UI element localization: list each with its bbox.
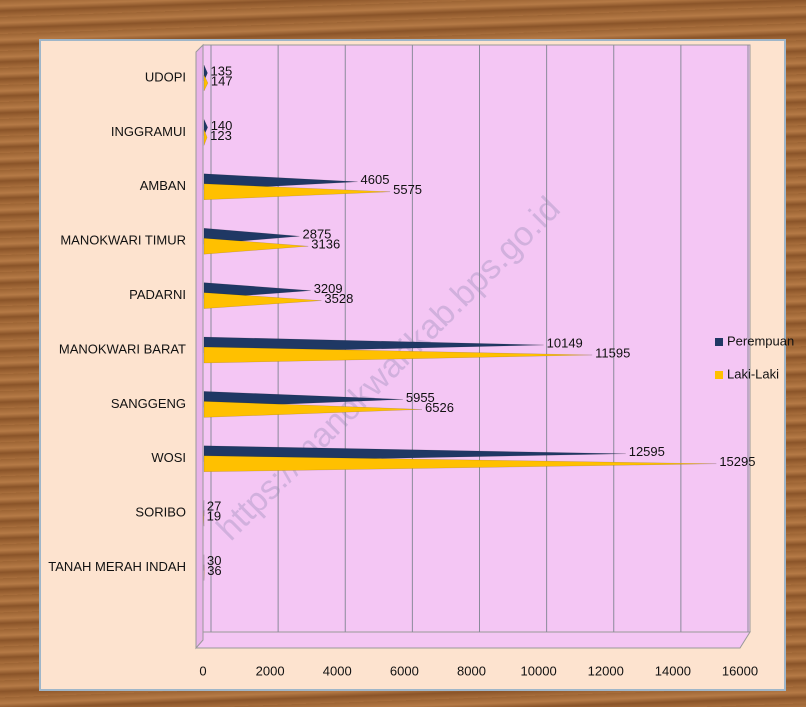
legend-swatch — [715, 371, 723, 379]
x-tick-label: 8000 — [457, 663, 486, 678]
bar — [203, 237, 309, 255]
x-tick-label: 4000 — [323, 663, 352, 678]
legend-label: Perempuan — [727, 333, 794, 348]
y-tick-label: INGGRAMUI — [111, 124, 186, 139]
y-tick-label: SORIBO — [135, 505, 186, 520]
bar — [203, 119, 208, 136]
data-label: 5575 — [393, 182, 422, 197]
data-label: 10149 — [547, 335, 583, 350]
y-tick-label: UDOPI — [145, 69, 186, 84]
y-tick-label: PADARNI — [129, 287, 186, 302]
x-tick-label: 2000 — [256, 663, 285, 678]
x-tick-label: 10000 — [521, 663, 557, 678]
bar — [203, 292, 322, 309]
y-tick-label: AMBAN — [140, 178, 186, 193]
data-label: 5955 — [406, 390, 435, 405]
data-label: 30 — [207, 553, 221, 568]
data-label: 15295 — [719, 454, 755, 469]
data-label: 3209 — [314, 281, 343, 296]
bar — [203, 346, 593, 364]
bar — [203, 401, 423, 418]
plot-side — [195, 43, 204, 650]
y-tick-label: WOSI — [151, 450, 186, 465]
data-label: 3528 — [324, 291, 353, 306]
data-label: 140 — [211, 118, 233, 133]
y-tick-label: SANGGENG — [111, 396, 186, 411]
bar — [203, 129, 208, 146]
data-label: 4605 — [361, 172, 390, 187]
data-label: 2875 — [302, 227, 331, 242]
x-tick-label: 12000 — [588, 663, 624, 678]
bar — [203, 183, 391, 201]
x-tick-label: 14000 — [655, 663, 691, 678]
legend-label: Laki-Laki — [727, 366, 779, 381]
legend-swatch — [715, 338, 723, 346]
y-tick-label: MANOKWARI BARAT — [59, 341, 186, 356]
data-label: 147 — [211, 73, 233, 88]
bar — [203, 74, 209, 92]
data-label: 12595 — [629, 444, 665, 459]
data-label: 123 — [210, 128, 232, 143]
data-label: 19 — [207, 509, 221, 524]
x-tick-label: 16000 — [722, 663, 758, 678]
y-tick-label: MANOKWARI TIMUR — [60, 233, 186, 248]
bar — [203, 455, 717, 473]
x-tick-label: 0 — [199, 663, 206, 678]
data-label: 135 — [211, 63, 233, 78]
plot-floor — [195, 631, 751, 649]
y-tick-label: TANAH MERAH INDAH — [48, 559, 186, 574]
data-label: 11595 — [595, 345, 630, 360]
data-label: 36 — [207, 563, 221, 578]
data-label: 3136 — [311, 237, 340, 252]
x-tick-label: 6000 — [390, 663, 419, 678]
data-label: 27 — [207, 499, 221, 514]
data-label: 6526 — [425, 400, 454, 415]
